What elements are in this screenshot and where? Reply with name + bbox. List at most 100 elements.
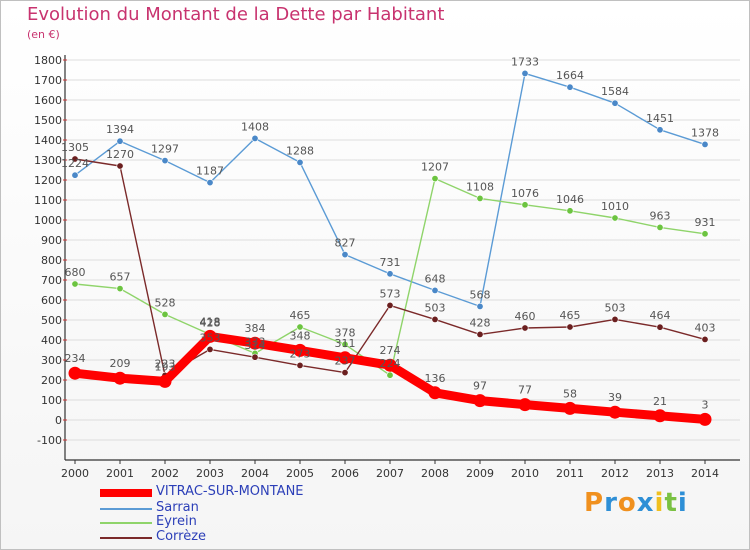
data-point-sarran <box>611 99 619 107</box>
y-tick-label: 900 <box>41 234 62 247</box>
data-point-sarran <box>566 83 574 91</box>
data-point-eyrein <box>161 310 169 318</box>
data-label-vitrac-sur-montane: 274 <box>380 344 401 357</box>
data-point-corr-ze <box>431 315 439 323</box>
data-point-corr-ze <box>71 155 79 163</box>
data-point-eyrein <box>656 223 664 231</box>
logo-letter: o <box>617 488 637 518</box>
data-label-sarran: 1733 <box>511 55 539 68</box>
data-point-sarran <box>431 286 439 294</box>
data-point-vitrac-sur-montane <box>338 351 352 365</box>
logo-letter: i <box>654 488 665 518</box>
y-tick-label: 1000 <box>34 214 62 227</box>
data-label-eyrein: 657 <box>110 271 131 284</box>
data-point-corr-ze <box>206 345 214 353</box>
chart-title: Evolution du Montant de la Dette par Hab… <box>27 4 445 25</box>
legend-swatch-vitrac <box>100 489 152 497</box>
x-tick-label: 2007 <box>376 467 404 480</box>
x-tick-label: 2004 <box>241 467 269 480</box>
legend-label-sarran: Sarran <box>156 500 199 515</box>
data-point-corr-ze <box>656 323 664 331</box>
data-labels: 1224 1394 1297 1187 1408 1288 827 731 648 568 1733… <box>61 55 719 411</box>
data-label-corr-ze: 465 <box>560 309 581 322</box>
y-tick-label: 1700 <box>34 74 62 87</box>
data-label-sarran: 1664 <box>556 69 584 82</box>
data-label-sarran: 1584 <box>601 85 629 98</box>
data-point-vitrac-sur-montane <box>248 336 262 350</box>
data-label-vitrac-sur-montane: 348 <box>290 329 311 342</box>
data-point-vitrac-sur-montane <box>473 394 487 408</box>
logo-letter: r <box>604 488 618 518</box>
data-point-eyrein <box>566 207 574 215</box>
y-tick-label: 1800 <box>34 54 62 67</box>
data-label-eyrein: 1010 <box>601 200 629 213</box>
data-point-sarran <box>116 137 124 145</box>
data-label-eyrein: 1108 <box>466 180 494 193</box>
data-point-corr-ze <box>521 324 529 332</box>
data-point-sarran <box>161 157 169 165</box>
data-label-eyrein: 1046 <box>556 193 584 206</box>
x-tick-label: 2014 <box>691 467 719 480</box>
data-label-sarran: 731 <box>380 256 401 269</box>
data-point-corr-ze <box>296 361 304 369</box>
data-label-corr-ze: 503 <box>605 301 626 314</box>
data-label-eyrein: 378 <box>335 326 356 339</box>
data-label-corr-ze: 460 <box>515 310 536 323</box>
data-label-sarran: 1187 <box>196 165 224 178</box>
data-label-sarran: 1297 <box>151 143 179 156</box>
data-label-eyrein: 1076 <box>511 187 539 200</box>
data-label-vitrac-sur-montane: 58 <box>563 387 577 400</box>
y-tick-label: 0 <box>55 414 62 427</box>
data-label-corr-ze: 273 <box>290 347 311 360</box>
y-tick-label: 300 <box>41 354 62 367</box>
data-label-corr-ze: 1305 <box>61 141 89 154</box>
data-label-eyrein: 963 <box>650 209 671 222</box>
y-tick-label: 1200 <box>34 174 62 187</box>
data-point-vitrac-sur-montane <box>653 409 667 423</box>
data-point-corr-ze <box>476 330 484 338</box>
data-label-eyrein: 1207 <box>421 161 449 174</box>
data-point-eyrein <box>701 230 709 238</box>
data-point-vitrac-sur-montane <box>698 412 712 426</box>
legend-swatch-correze <box>100 537 152 539</box>
data-point-sarran <box>521 69 529 77</box>
data-label-corr-ze: 403 <box>695 321 716 334</box>
x-tick-label: 2002 <box>151 467 179 480</box>
data-label-vitrac-sur-montane: 193 <box>155 360 176 373</box>
data-point-vitrac-sur-montane <box>158 374 172 388</box>
data-point-eyrein <box>386 371 394 379</box>
data-point-eyrein <box>71 280 79 288</box>
data-label-sarran: 1408 <box>241 120 269 133</box>
data-label-sarran: 1378 <box>691 126 719 139</box>
data-label-sarran: 827 <box>335 237 356 250</box>
data-point-sarran <box>701 140 709 148</box>
data-label-sarran: 568 <box>470 288 491 301</box>
x-tick-label: 2003 <box>196 467 224 480</box>
x-tick-label: 2013 <box>646 467 674 480</box>
y-tick-label: 1500 <box>34 114 62 127</box>
data-label-corr-ze: 428 <box>470 316 491 329</box>
data-label-corr-ze: 353 <box>200 331 221 344</box>
data-point-sarran <box>71 171 79 179</box>
y-tick-label: 200 <box>41 374 62 387</box>
data-label-vitrac-sur-montane: 97 <box>473 380 487 393</box>
axes <box>63 55 740 464</box>
logo-letter: i <box>677 488 688 518</box>
data-point-eyrein <box>116 285 124 293</box>
data-label-eyrein: 931 <box>695 216 716 229</box>
data-point-corr-ze <box>701 335 709 343</box>
data-label-vitrac-sur-montane: 234 <box>65 352 86 365</box>
data-label-vitrac-sur-montane: 3 <box>702 398 709 411</box>
x-tick-label: 2005 <box>286 467 314 480</box>
x-tick-label: 2012 <box>601 467 629 480</box>
data-point-eyrein <box>521 201 529 209</box>
data-point-vitrac-sur-montane <box>293 343 307 357</box>
y-tick-label: 800 <box>41 254 62 267</box>
data-point-eyrein <box>296 323 304 331</box>
data-label-corr-ze: 237 <box>335 355 356 368</box>
data-point-sarran <box>341 251 349 259</box>
data-label-corr-ze: 1270 <box>106 148 134 161</box>
data-label-vitrac-sur-montane: 384 <box>245 322 266 335</box>
data-label-sarran: 1394 <box>106 123 134 136</box>
